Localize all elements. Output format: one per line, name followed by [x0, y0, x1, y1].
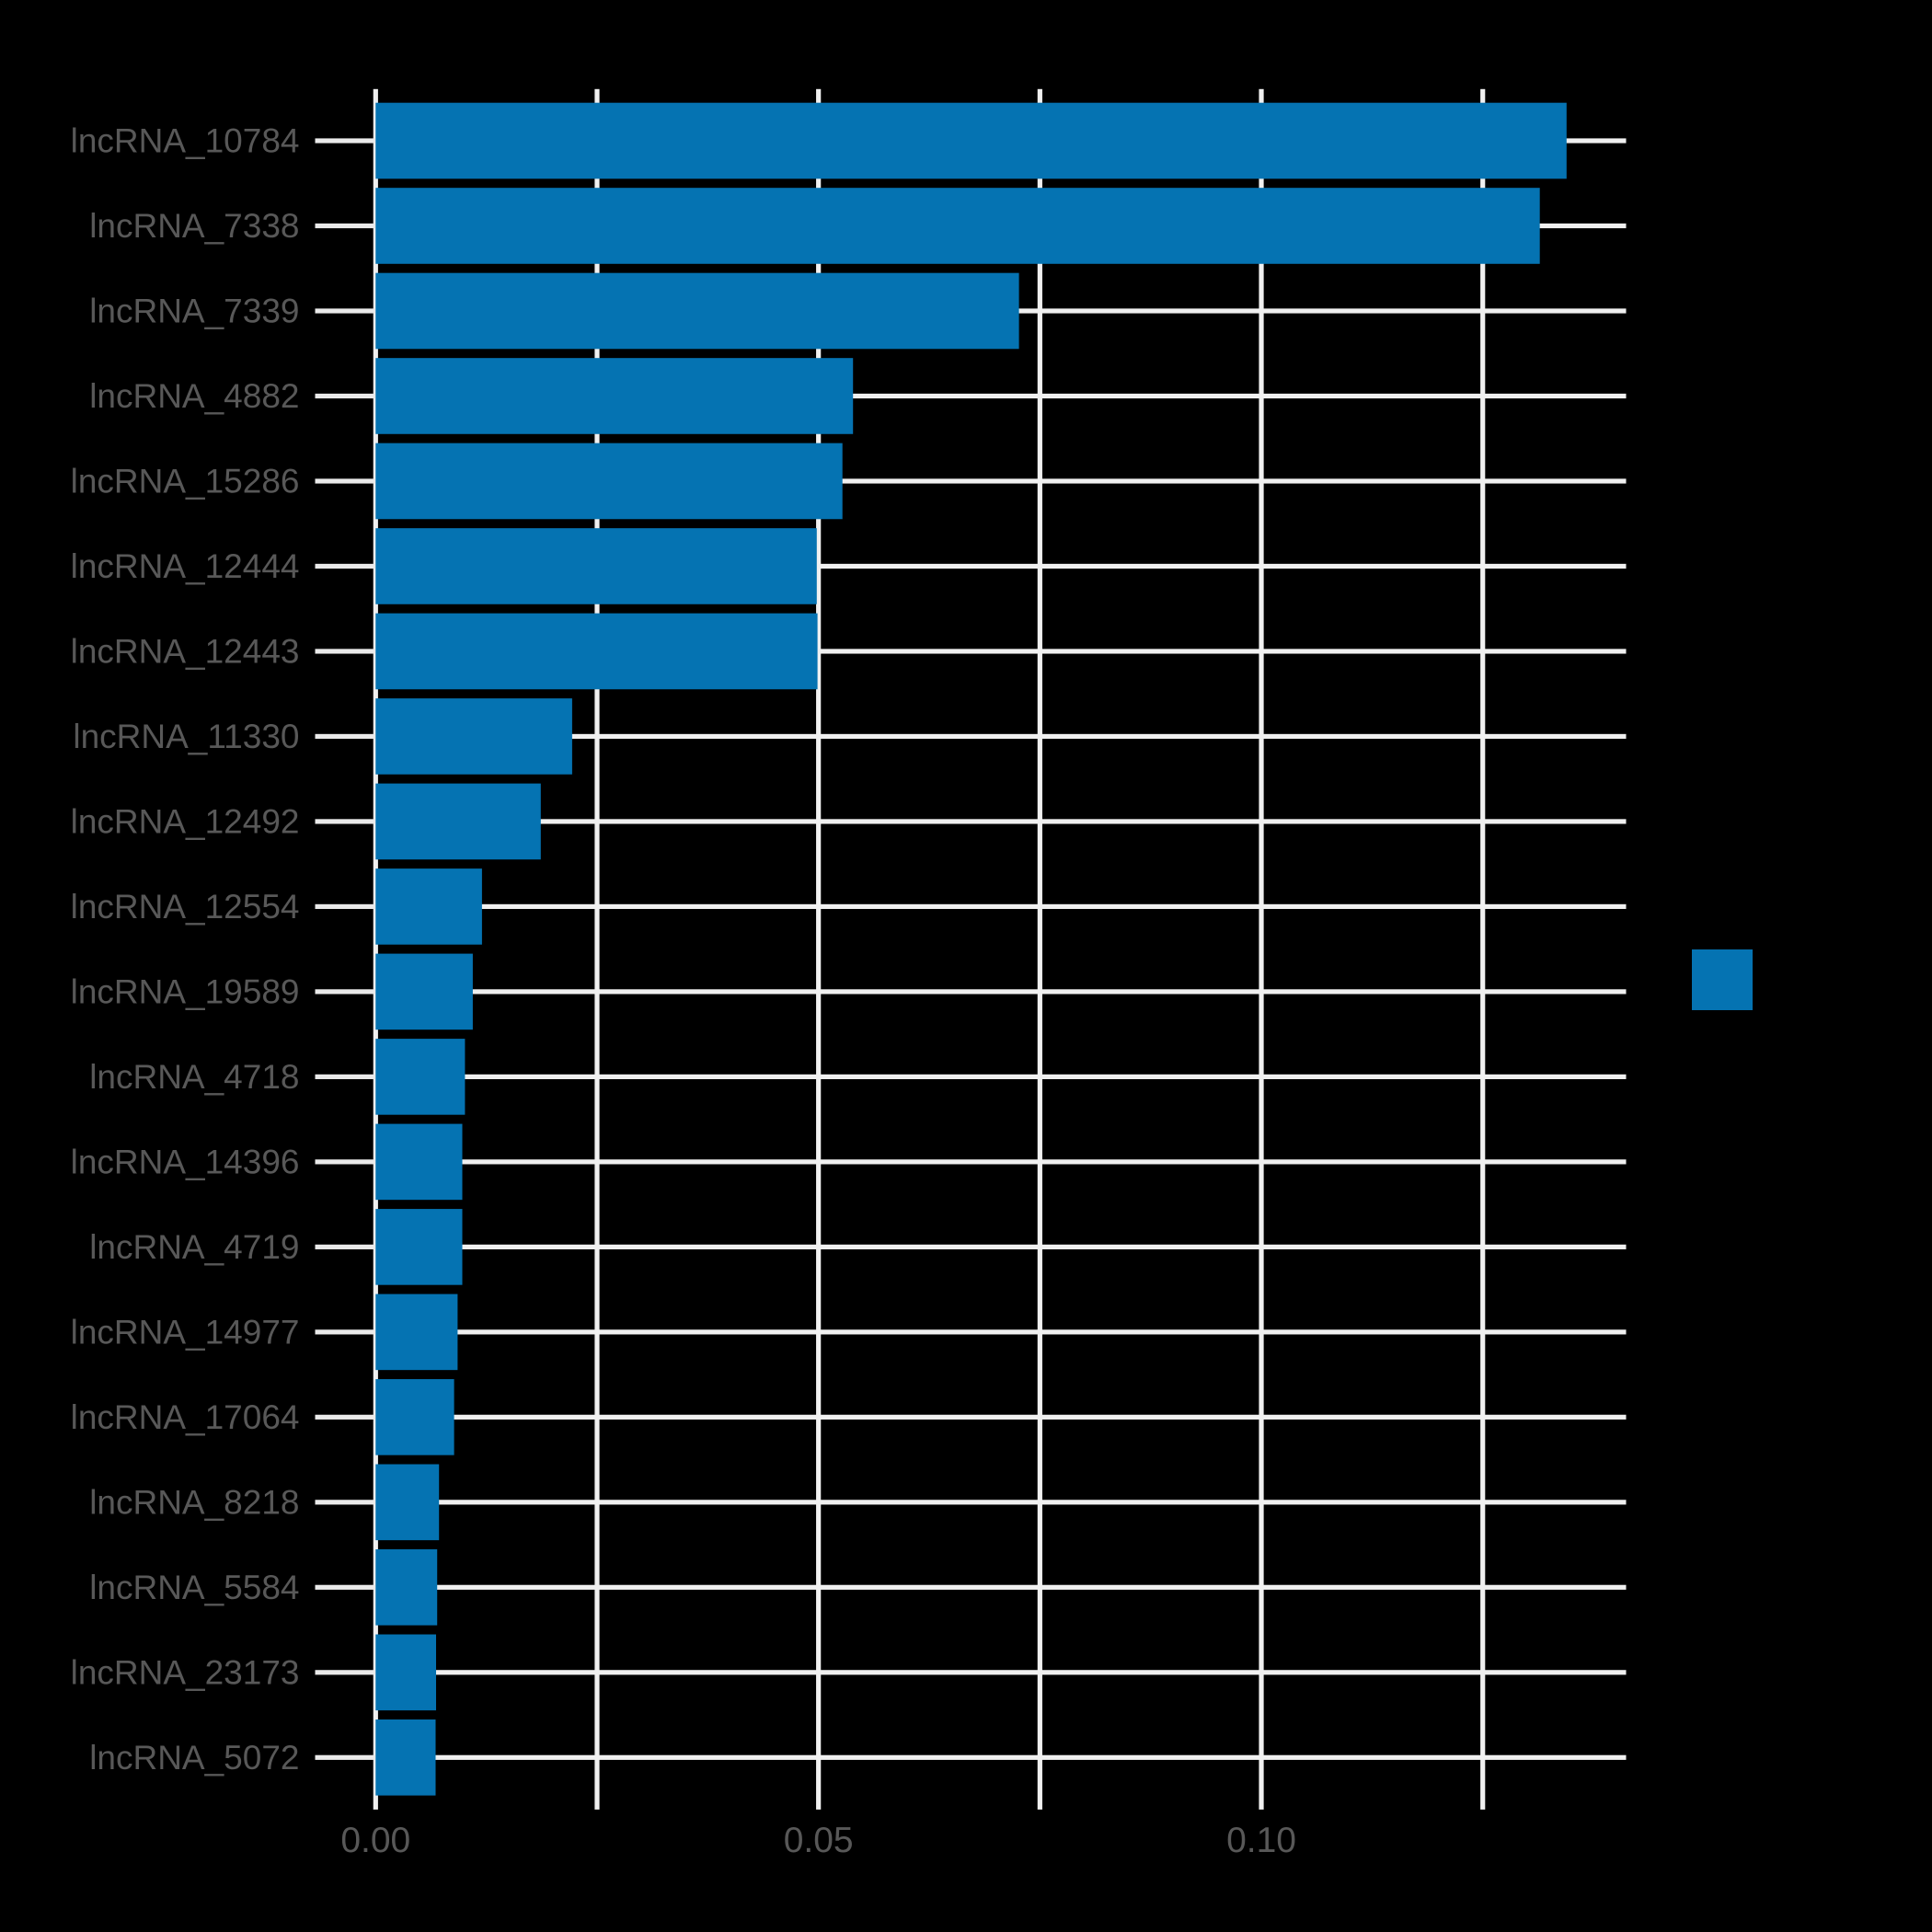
svg-text:0.00: 0.00 — [340, 1821, 410, 1860]
svg-text:lncRNA_4718: lncRNA_4718 — [89, 1058, 299, 1096]
svg-text:lncRNA_17064: lncRNA_17064 — [71, 1398, 300, 1436]
svg-text:lncRNA_8218: lncRNA_8218 — [89, 1483, 299, 1521]
svg-text:0.05: 0.05 — [784, 1821, 854, 1860]
svg-text:0.10: 0.10 — [1226, 1821, 1296, 1860]
svg-text:lncRNA_4719: lncRNA_4719 — [89, 1228, 299, 1266]
svg-text:lncRNA_12554: lncRNA_12554 — [71, 888, 300, 926]
svg-text:lncRNA_7338: lncRNA_7338 — [89, 207, 299, 245]
svg-text:lncRNA_14977: lncRNA_14977 — [71, 1313, 300, 1351]
svg-text:lncRNA_15286: lncRNA_15286 — [71, 462, 300, 500]
svg-text:lncRNA_12444: lncRNA_12444 — [71, 547, 300, 585]
svg-text:lncRNA_5072: lncRNA_5072 — [89, 1739, 299, 1777]
svg-text:lncRNA_7339: lncRNA_7339 — [89, 292, 299, 329]
svg-text:lncRNA_12492: lncRNA_12492 — [71, 802, 300, 840]
svg-text:lncRNA_14396: lncRNA_14396 — [71, 1143, 300, 1180]
svg-text:lncRNA_10784: lncRNA_10784 — [71, 122, 300, 160]
svg-text:lncRNA_19589: lncRNA_19589 — [71, 972, 300, 1010]
svg-text:lncRNA_5584: lncRNA_5584 — [89, 1569, 299, 1606]
svg-text:lncRNA_4882: lncRNA_4882 — [89, 377, 299, 415]
svg-text:lncRNA_12443: lncRNA_12443 — [71, 632, 300, 670]
svg-text:lncRNA_11330: lncRNA_11330 — [73, 718, 299, 755]
svg-text:lncRNA_23173: lncRNA_23173 — [71, 1653, 300, 1691]
